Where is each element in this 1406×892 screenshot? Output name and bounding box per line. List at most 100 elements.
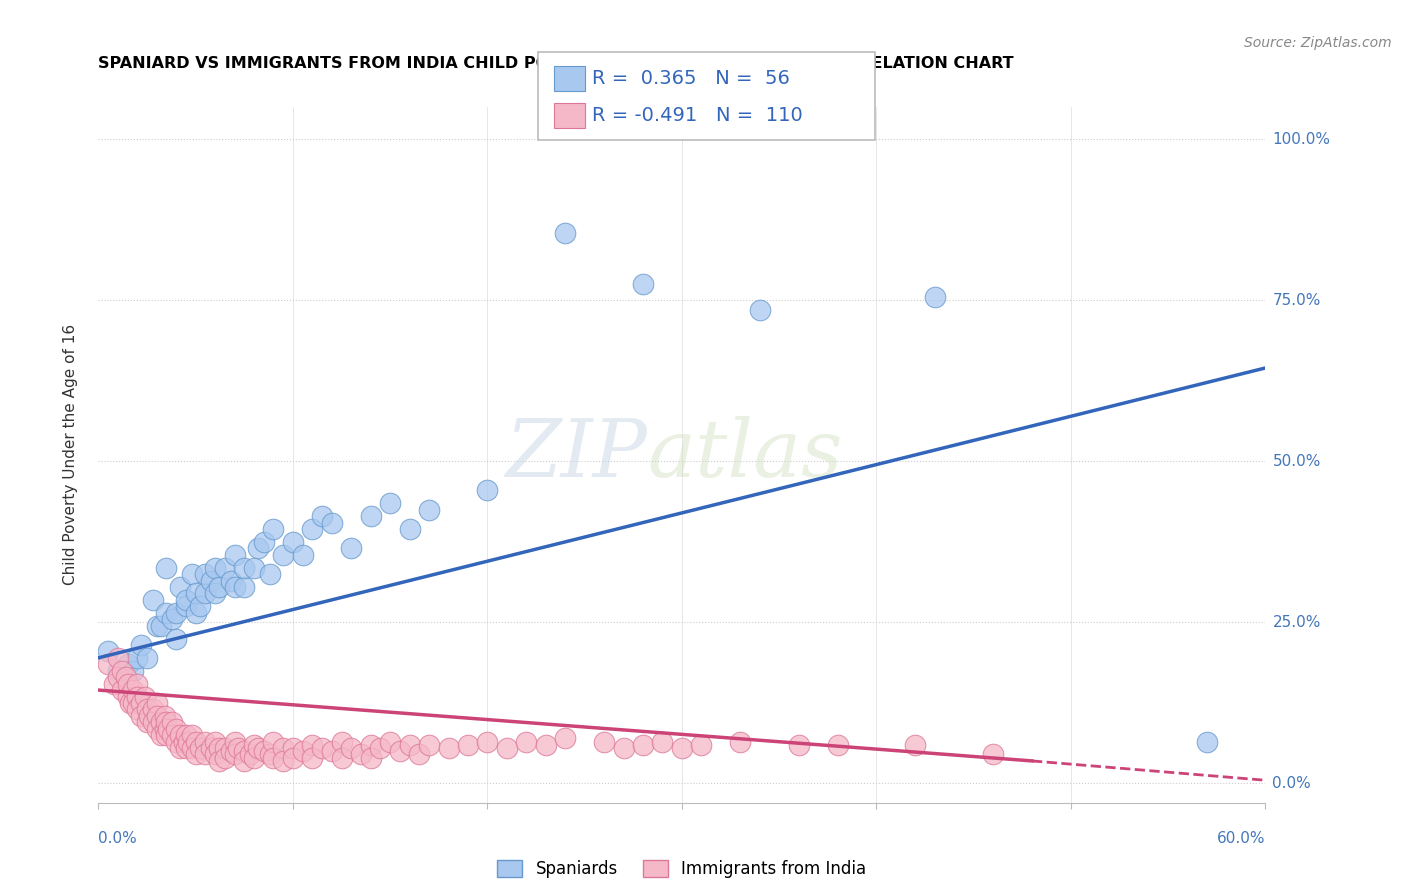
Point [184,734,207,748]
Point [174,599,197,614]
Point [174,592,197,607]
Point [262,734,284,748]
Point [122,664,145,678]
Point [262,750,284,764]
Point [97,644,120,658]
Point [153,722,176,736]
Point [155,606,177,620]
Text: 75.0%: 75.0% [1272,293,1320,308]
Point [301,522,323,536]
Point [118,696,141,710]
Point [169,580,191,594]
Point [243,750,266,764]
Point [129,708,152,723]
Point [180,741,202,756]
Point [155,560,177,574]
Point [330,734,353,748]
Point [174,728,197,742]
Point [204,734,226,748]
Point [554,226,576,240]
Point [127,651,149,665]
Point [243,560,266,574]
Point [177,734,200,748]
Point [194,586,217,600]
Point [631,277,654,292]
Point [208,754,231,768]
Point [259,567,281,582]
Point [262,522,284,536]
Point [398,738,420,752]
Point [350,747,373,762]
Text: SPANIARD VS IMMIGRANTS FROM INDIA CHILD POVERTY UNDER THE AGE OF 16 CORRELATION : SPANIARD VS IMMIGRANTS FROM INDIA CHILD … [98,56,1014,71]
Point [827,738,849,752]
Point [162,715,184,730]
Point [311,509,333,524]
Point [787,738,810,752]
Point [281,741,304,756]
Point [114,670,136,684]
Point [631,738,654,752]
Point [321,744,343,758]
Point [233,580,256,594]
Text: 100.0%: 100.0% [1272,132,1330,147]
Point [224,580,246,594]
Text: ZIP: ZIP [505,417,647,493]
Point [271,754,294,768]
Point [360,509,382,524]
Point [437,741,460,756]
Point [146,708,169,723]
Point [107,670,129,684]
Point [593,734,616,748]
Point [149,618,172,632]
Point [111,683,134,698]
Point [748,303,770,318]
Text: R =  0.365   N =  56: R = 0.365 N = 56 [592,69,790,88]
Point [219,574,242,588]
Point [155,728,177,742]
Text: 25.0%: 25.0% [1272,615,1320,630]
Text: 0.0%: 0.0% [98,831,138,846]
Point [612,741,634,756]
Point [243,738,266,752]
Point [180,728,202,742]
Point [129,638,152,652]
Point [111,664,134,678]
Point [219,744,242,758]
Point [149,728,172,742]
Point [671,741,693,756]
Point [155,715,177,730]
Point [301,750,323,764]
Point [214,750,236,764]
Point [246,741,269,756]
Point [1195,734,1218,748]
Point [117,676,139,690]
Point [259,747,281,762]
Text: Source: ZipAtlas.com: Source: ZipAtlas.com [1244,36,1392,50]
Point [117,657,139,672]
Legend: Spaniards, Immigrants from India: Spaniards, Immigrants from India [491,854,873,885]
Point [129,696,152,710]
Point [146,696,169,710]
Point [388,744,411,758]
Point [408,747,430,762]
Point [127,702,149,716]
Point [360,738,382,752]
Point [208,741,231,756]
Point [330,750,353,764]
Point [246,541,269,556]
Point [233,560,256,574]
Point [904,738,927,752]
Point [146,618,169,632]
Point [97,657,120,672]
Point [477,734,499,748]
Point [149,715,172,730]
Point [127,690,149,704]
Text: 60.0%: 60.0% [1218,831,1265,846]
Point [204,560,226,574]
Point [208,580,231,594]
Point [378,496,402,510]
Point [311,741,333,756]
Point [142,702,165,716]
Point [117,690,139,704]
Point [360,750,382,764]
